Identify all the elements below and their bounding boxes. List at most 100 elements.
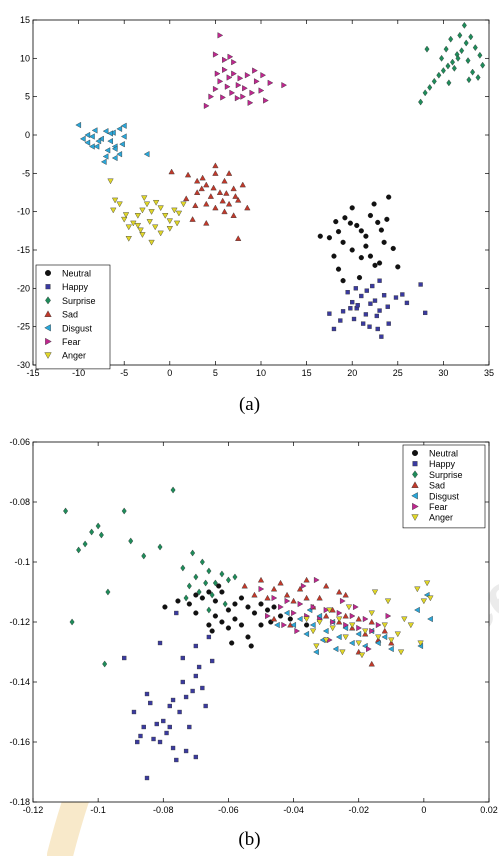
point-disgust [84, 139, 91, 146]
point-surprise [206, 567, 212, 575]
point-sad [230, 185, 237, 192]
point-fear [375, 621, 382, 629]
x-tick-label: 15 [302, 368, 312, 378]
point-sad [203, 219, 210, 226]
point-surprise [170, 486, 176, 494]
point-neutral [367, 253, 374, 259]
point-happy [170, 697, 176, 703]
point-happy [377, 278, 382, 283]
point-neutral [390, 245, 396, 252]
point-fear [323, 606, 330, 614]
point-disgust [120, 122, 127, 129]
legend-marker-anger [44, 352, 52, 359]
point-sad [198, 185, 205, 192]
point-anger [166, 218, 173, 225]
point-fear [226, 74, 233, 81]
point-neutral [376, 260, 383, 266]
point-anger [371, 589, 379, 596]
point-sad [184, 171, 192, 178]
point-sad [203, 200, 210, 207]
point-fear [227, 53, 234, 60]
point-sad [183, 195, 190, 202]
legend-marker-disgust [411, 492, 418, 500]
point-sad [270, 615, 278, 622]
point-anger [313, 643, 320, 650]
point-fear [297, 600, 304, 608]
point-neutral [258, 622, 264, 628]
point-anger [162, 213, 169, 219]
point-anger [355, 640, 362, 647]
point-fear [252, 67, 258, 74]
point-neutral [358, 228, 364, 234]
point-neutral [232, 601, 238, 607]
scatter-plot-b: -0.12 -0.1 -0.08 -0.06 -0.04 -0.02 0 0.02 -0.06 -… [9, 437, 498, 815]
point-surprise [199, 558, 205, 566]
point-neutral [317, 233, 323, 239]
y-tick-label: 15 [20, 15, 30, 25]
legend-label-anger: Anger [429, 513, 453, 523]
point-anger [339, 649, 346, 656]
point-surprise [431, 77, 437, 85]
point-neutral [384, 216, 390, 222]
point-sad [235, 235, 242, 241]
point-surprise [206, 606, 212, 614]
point-fear [271, 594, 278, 602]
point-surprise [203, 579, 209, 587]
point-disgust [290, 621, 297, 629]
point-surprise [82, 540, 88, 548]
point-neutral [251, 610, 258, 616]
point-surprise [422, 89, 428, 97]
x-tick-label: 10 [256, 368, 266, 378]
point-surprise [436, 71, 442, 79]
point-neutral [335, 266, 342, 272]
point-surprise [89, 528, 95, 536]
point-sad [342, 612, 349, 619]
point-disgust [303, 630, 310, 638]
x-tick-label: -0.08 [153, 805, 174, 815]
point-sad [212, 162, 219, 169]
x-tick-label: 0 [421, 805, 426, 815]
point-anger [139, 232, 146, 238]
point-happy [200, 685, 205, 691]
point-disgust [107, 130, 113, 137]
point-surprise [448, 35, 454, 43]
point-neutral [367, 212, 374, 219]
point-anger [420, 598, 427, 605]
point-disgust [274, 621, 280, 629]
scatter-plot-a: -15 -10 -5 0 5 10 15 20 25 30 35 15 10 5 0 -5 -10 -15 -20 -… [17, 15, 494, 378]
point-neutral [349, 205, 355, 211]
point-happy [359, 293, 364, 299]
point-happy [203, 703, 208, 709]
x-tick-label: 5 [213, 368, 218, 378]
point-sad [241, 582, 248, 589]
point-neutral [347, 220, 353, 226]
point-anger [125, 224, 132, 231]
point-neutral [271, 604, 277, 610]
point-neutral [349, 247, 355, 253]
point-fear [300, 582, 307, 590]
point-surprise [225, 576, 231, 584]
point-neutral [245, 634, 251, 640]
point-fear [281, 82, 288, 89]
point-neutral [212, 598, 218, 604]
point-neutral [199, 595, 205, 601]
point-neutral [340, 278, 346, 284]
point-anger [316, 619, 323, 626]
y-tick-label: -5 [22, 168, 30, 178]
point-sad [355, 615, 362, 622]
point-sad [189, 216, 196, 222]
point-happy [377, 308, 382, 313]
point-anger [423, 580, 431, 587]
point-fear [229, 89, 236, 96]
point-happy [360, 321, 366, 326]
point-sad [336, 588, 343, 595]
point-neutral [248, 643, 254, 649]
point-anger [152, 200, 160, 206]
x-tick-label: 0.02 [480, 805, 498, 815]
point-fear [231, 59, 237, 66]
point-sad [194, 189, 201, 195]
point-sad [232, 193, 239, 199]
point-happy [196, 664, 202, 670]
legend-label-disgust: Disgust [62, 323, 93, 333]
point-disgust [381, 633, 388, 641]
